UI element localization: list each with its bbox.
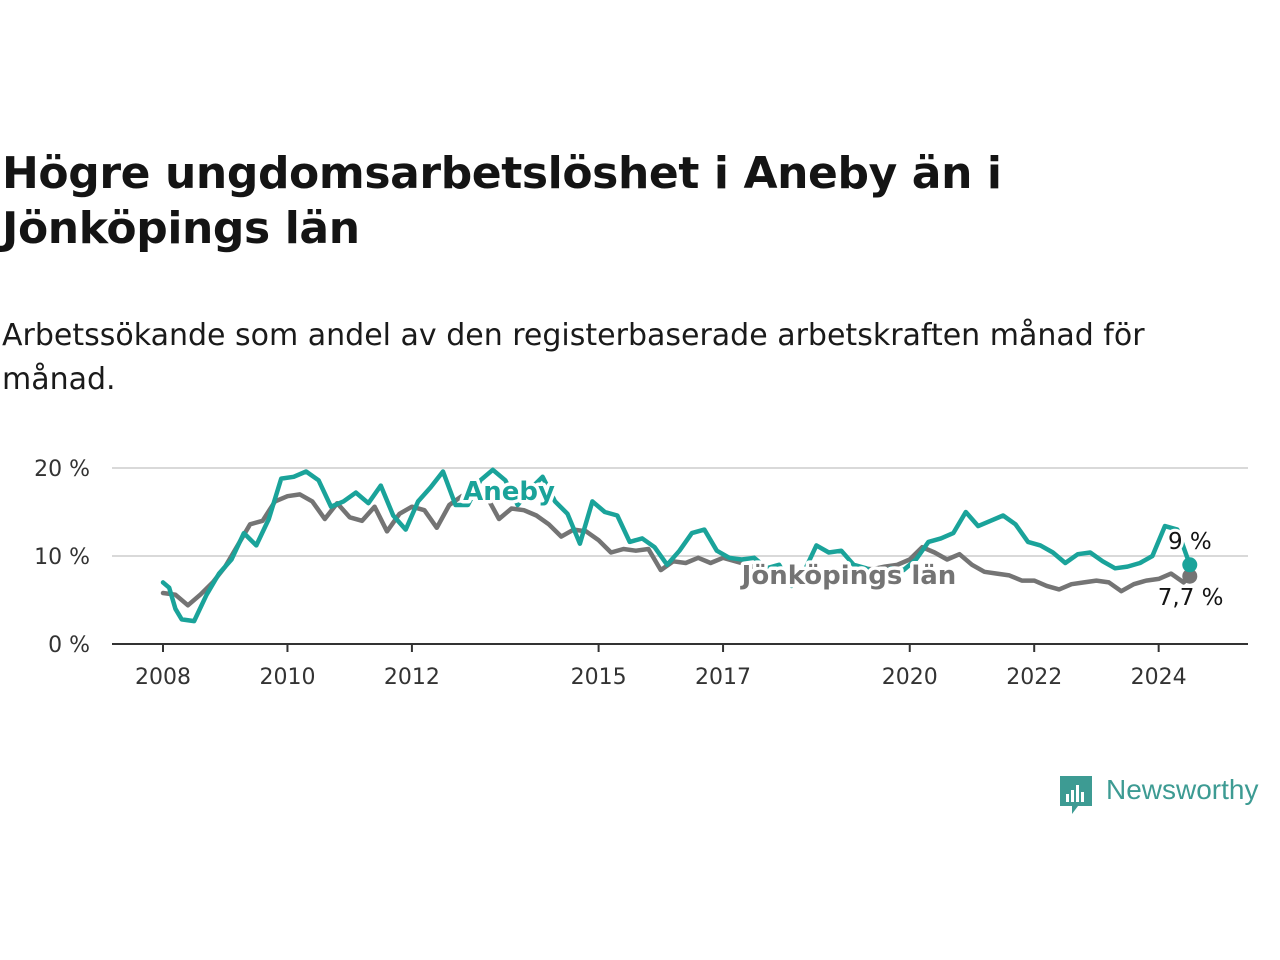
y-tick-label: 10 %: [34, 545, 90, 570]
x-tick-label: 2015: [571, 665, 627, 690]
end-label-jonkopings-lan: 7,7 %: [1158, 585, 1224, 611]
brand-name: Newsworthy: [1106, 774, 1259, 805]
line-chart: 7,7 % 9 % Jönköpings län Aneby 0 % 10 % 20 % 2…: [34, 457, 1248, 690]
x-tick-label: 2024: [1131, 665, 1187, 690]
series-line-aneby: [160, 467, 1193, 624]
x-tick-label: 2017: [695, 665, 751, 690]
x-tick-label: 2020: [882, 665, 938, 690]
series-lines: [160, 467, 1193, 624]
series-label-jonkopings-lan: Jönköpings län: [740, 561, 957, 591]
chart-title: Högre ungdomsarbetslöshet i Aneby än i J…: [2, 148, 1002, 254]
x-tick-label: 2022: [1006, 665, 1062, 690]
y-tick-label: 0 %: [48, 633, 90, 658]
series-line-jonkopings-lan: [160, 488, 1193, 608]
series-labels: 7,7 % 9 % Jönköpings län Aneby: [460, 474, 1227, 615]
x-tick-label: 2012: [384, 665, 440, 690]
x-tick-label: 2010: [259, 665, 315, 690]
x-tick-label: 2008: [135, 665, 191, 690]
bar-chart-speech-bubble-icon: [1060, 776, 1092, 814]
y-tick-label: 20 %: [34, 457, 90, 482]
end-dot-aneby: [1182, 557, 1198, 573]
axes: 0 % 10 % 20 % 2008 2010 2012 2015 2017 2020 2022 2…: [34, 457, 1248, 690]
end-label-aneby: 9 %: [1168, 529, 1212, 555]
series-label-aneby: Aneby: [463, 477, 555, 507]
chart-subtitle: Arbetssökande som andel av den registerb…: [2, 318, 1145, 397]
end-dot-jonkopings-lan: [1182, 568, 1198, 584]
newsworthy-logo: Newsworthy: [1058, 772, 1278, 820]
